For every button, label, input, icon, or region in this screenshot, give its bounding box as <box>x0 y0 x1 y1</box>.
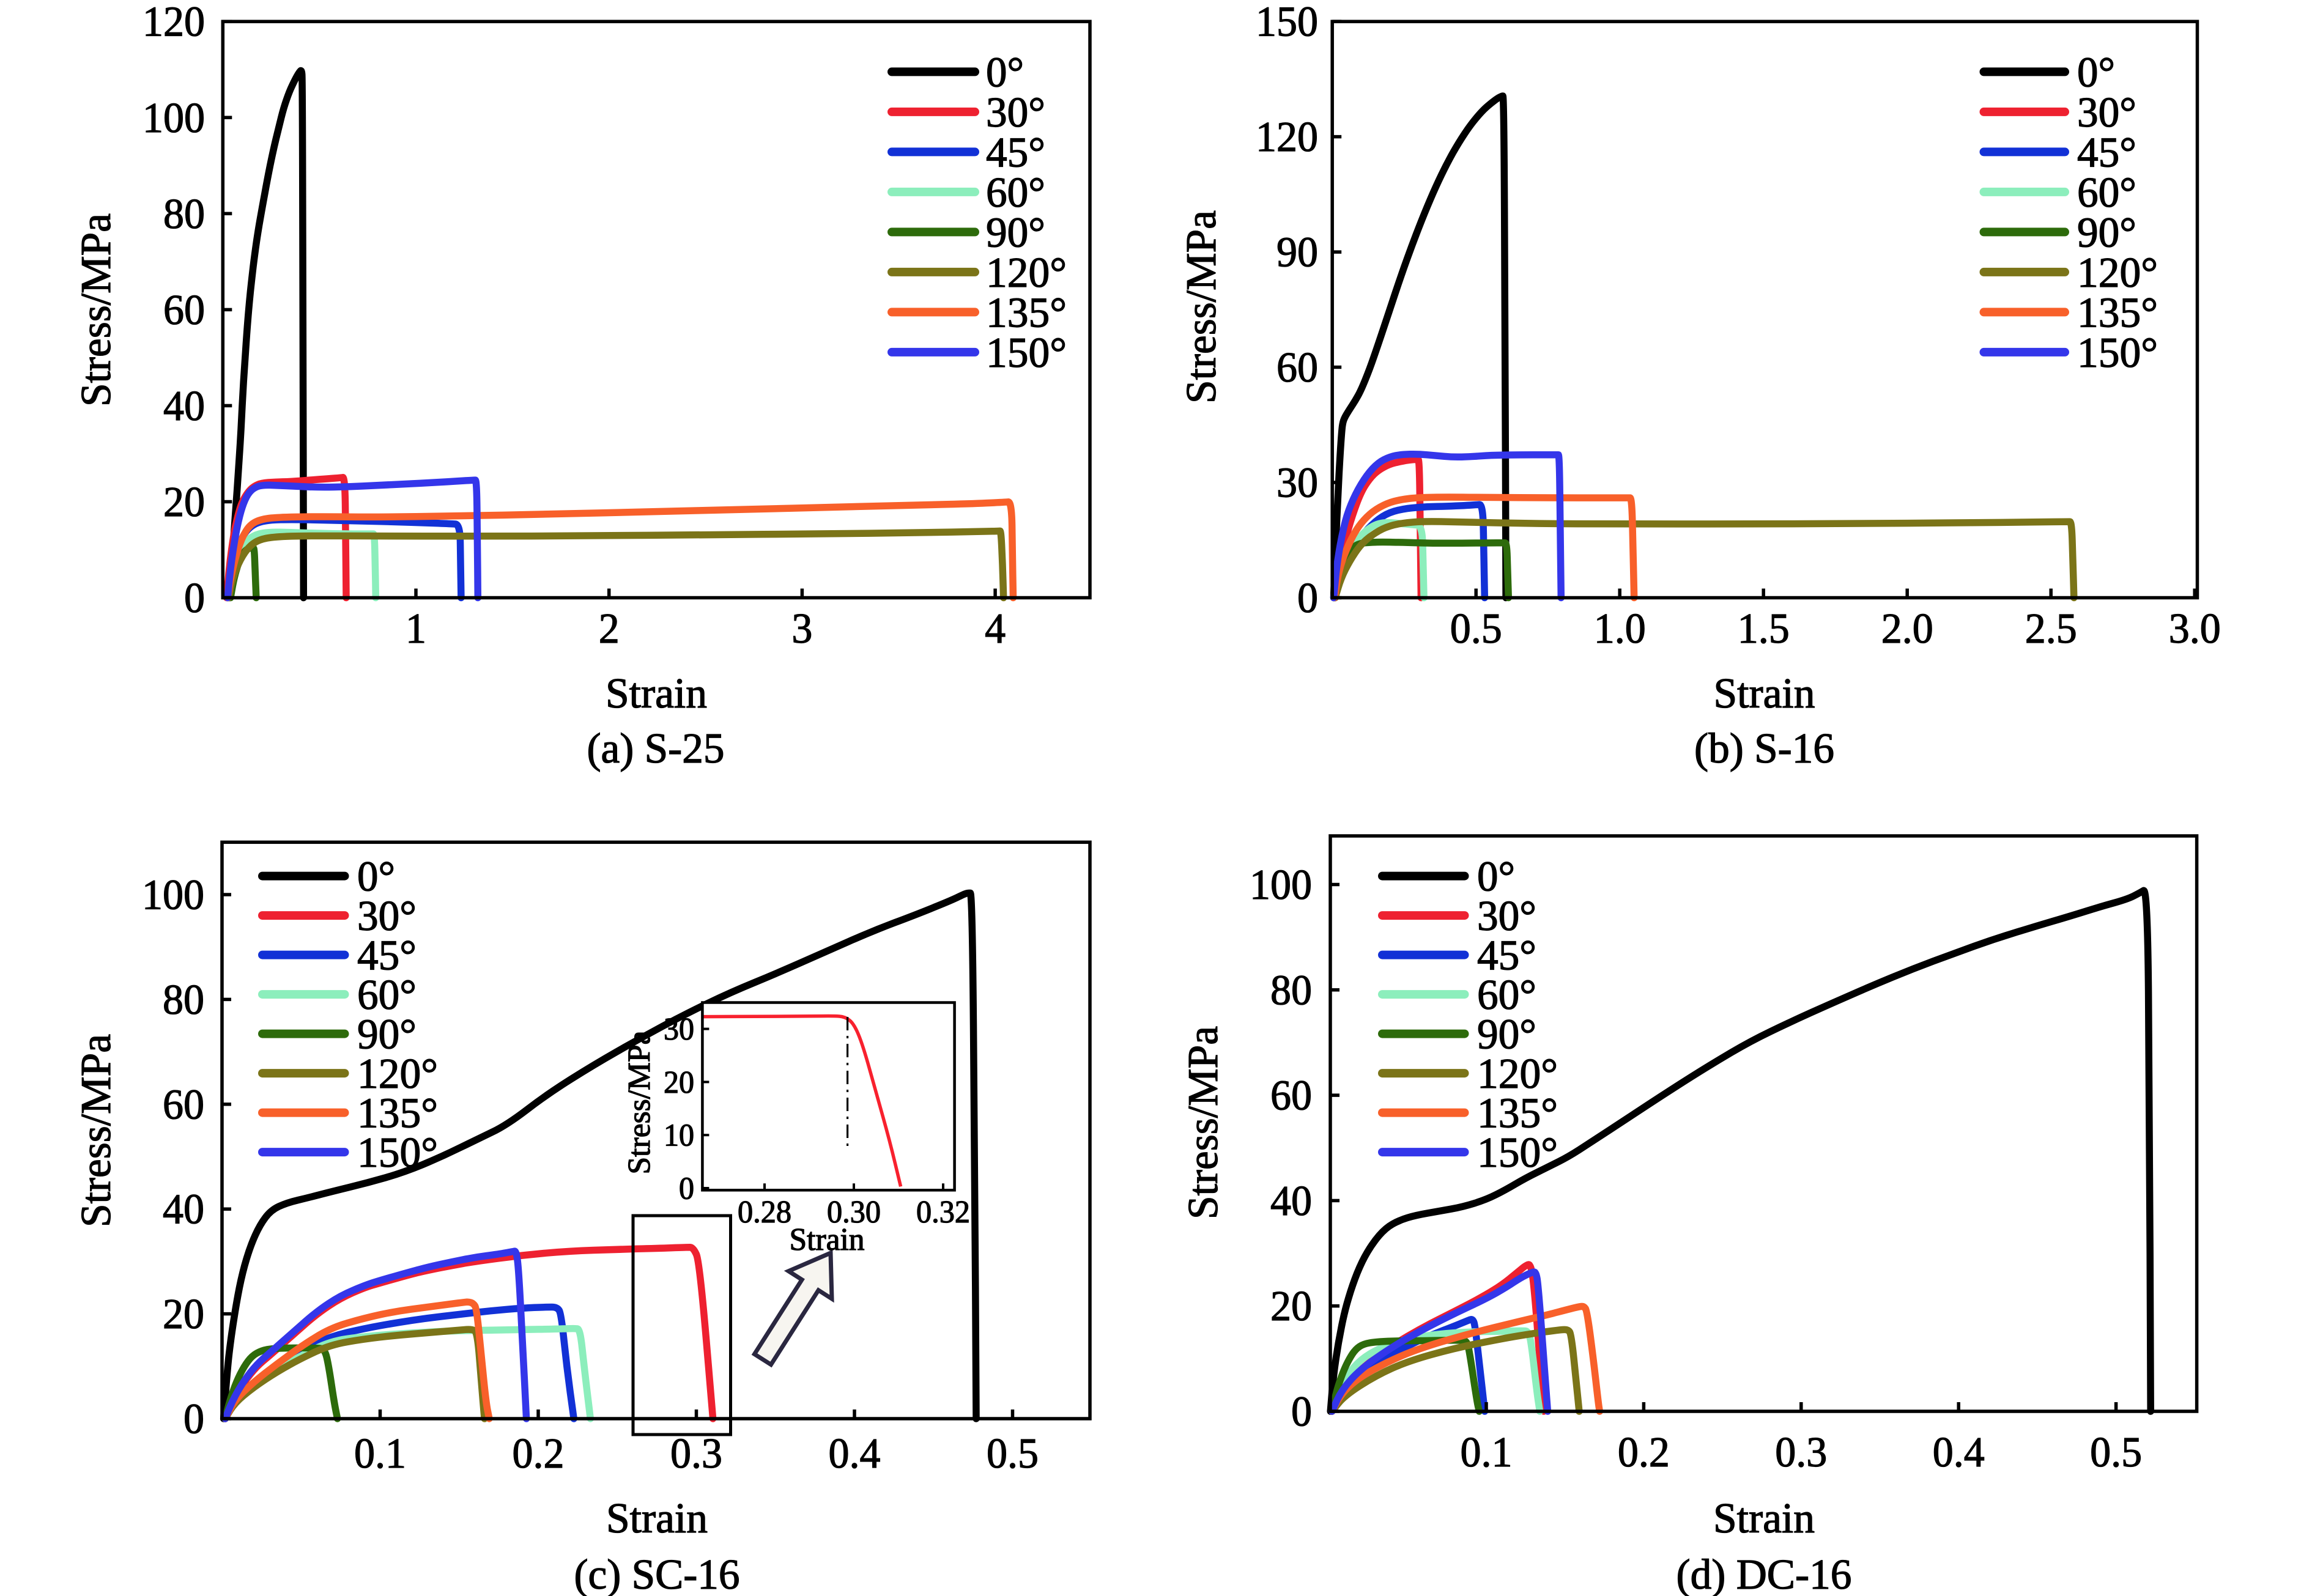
svg-text:30°: 30° <box>986 89 1045 136</box>
svg-text:40: 40 <box>1270 1178 1312 1225</box>
svg-text:100: 100 <box>142 872 204 919</box>
svg-text:20: 20 <box>1270 1283 1312 1330</box>
svg-text:Strain: Strain <box>1713 1495 1815 1542</box>
svg-text:3: 3 <box>791 605 812 652</box>
svg-text:120°: 120° <box>986 249 1067 297</box>
svg-text:60: 60 <box>1270 1073 1312 1120</box>
svg-text:2.0: 2.0 <box>1881 605 1933 652</box>
svg-text:150°: 150° <box>986 330 1067 377</box>
svg-text:(a) S-25: (a) S-25 <box>587 725 725 772</box>
svg-text:30°: 30° <box>357 893 417 940</box>
svg-text:0: 0 <box>679 1172 694 1206</box>
svg-text:3.0: 3.0 <box>2169 605 2221 652</box>
svg-text:0°: 0° <box>2077 49 2115 96</box>
svg-text:60°: 60° <box>357 972 417 1019</box>
svg-text:90°: 90° <box>986 209 1045 256</box>
svg-text:1: 1 <box>406 605 426 652</box>
svg-text:60: 60 <box>1276 344 1318 391</box>
svg-text:135°: 135° <box>1477 1090 1558 1137</box>
svg-text:40: 40 <box>163 383 205 430</box>
svg-text:0: 0 <box>1297 575 1318 622</box>
svg-text:30°: 30° <box>1477 893 1536 940</box>
svg-text:90: 90 <box>1276 229 1318 276</box>
svg-text:0.3: 0.3 <box>670 1430 722 1477</box>
svg-text:0.2: 0.2 <box>1618 1429 1670 1476</box>
svg-text:30: 30 <box>1276 460 1318 507</box>
svg-text:0.5: 0.5 <box>2090 1429 2142 1476</box>
svg-text:4: 4 <box>985 605 1006 652</box>
svg-text:0.1: 0.1 <box>354 1430 406 1477</box>
svg-text:0.5: 0.5 <box>987 1430 1039 1477</box>
svg-text:0.2: 0.2 <box>513 1430 565 1477</box>
svg-text:40: 40 <box>163 1186 204 1233</box>
svg-text:30°: 30° <box>2077 89 2136 136</box>
svg-text:0.32: 0.32 <box>916 1195 970 1230</box>
svg-text:60°: 60° <box>1477 972 1536 1019</box>
svg-text:Strain: Strain <box>1714 670 1815 717</box>
svg-text:0°: 0° <box>357 854 395 901</box>
svg-text:0.4: 0.4 <box>1933 1429 1985 1476</box>
svg-text:1.0: 1.0 <box>1594 605 1646 652</box>
svg-text:(d) DC-16: (d) DC-16 <box>1677 1551 1852 1596</box>
svg-text:0: 0 <box>184 575 205 622</box>
svg-text:0.1: 0.1 <box>1461 1429 1513 1476</box>
svg-text:80: 80 <box>1270 967 1312 1014</box>
svg-text:Stress/MPa: Stress/MPa <box>1178 210 1225 404</box>
svg-text:1.5: 1.5 <box>1738 605 1790 652</box>
svg-text:90°: 90° <box>2077 209 2136 256</box>
svg-text:10: 10 <box>664 1118 694 1153</box>
svg-text:45°: 45° <box>357 933 417 980</box>
svg-text:100: 100 <box>1250 862 1312 909</box>
svg-text:45°: 45° <box>1477 933 1536 980</box>
svg-text:0.4: 0.4 <box>829 1430 881 1477</box>
svg-text:20: 20 <box>163 1291 204 1338</box>
svg-text:(b) S-16: (b) S-16 <box>1694 725 1834 772</box>
svg-text:135°: 135° <box>986 289 1067 336</box>
svg-text:Stress/MPa: Stress/MPa <box>73 213 120 407</box>
svg-text:20: 20 <box>664 1065 694 1100</box>
svg-text:60: 60 <box>163 287 205 334</box>
svg-text:Strain: Strain <box>606 670 707 717</box>
svg-text:80: 80 <box>163 977 204 1024</box>
svg-text:90°: 90° <box>1477 1011 1536 1058</box>
svg-text:0.30: 0.30 <box>827 1195 881 1230</box>
svg-text:135°: 135° <box>357 1090 438 1137</box>
svg-text:120: 120 <box>1256 114 1318 161</box>
svg-text:0°: 0° <box>1477 854 1515 901</box>
svg-text:150°: 150° <box>357 1129 438 1177</box>
svg-text:2: 2 <box>599 605 620 652</box>
svg-text:Strain: Strain <box>606 1495 708 1542</box>
svg-text:120°: 120° <box>1477 1051 1558 1098</box>
svg-text:150°: 150° <box>1477 1129 1558 1177</box>
svg-text:60°: 60° <box>2077 169 2136 216</box>
svg-text:90°: 90° <box>357 1011 417 1058</box>
svg-text:0.3: 0.3 <box>1775 1429 1827 1476</box>
svg-text:Stress/MPa: Stress/MPa <box>1180 1026 1227 1219</box>
svg-text:120°: 120° <box>357 1051 438 1098</box>
svg-text:60°: 60° <box>986 169 1045 216</box>
svg-text:80: 80 <box>163 191 205 238</box>
svg-text:0: 0 <box>183 1396 204 1443</box>
svg-text:135°: 135° <box>2077 289 2158 336</box>
svg-text:0.5: 0.5 <box>1450 605 1502 652</box>
svg-text:120°: 120° <box>2077 249 2158 297</box>
svg-text:45°: 45° <box>986 129 1045 176</box>
svg-text:20: 20 <box>163 479 205 526</box>
svg-text:120: 120 <box>143 0 205 46</box>
svg-text:30: 30 <box>664 1012 694 1047</box>
svg-text:0°: 0° <box>986 49 1024 96</box>
svg-text:45°: 45° <box>2077 129 2136 176</box>
svg-text:Stress/MPa: Stress/MPa <box>622 1031 657 1175</box>
svg-text:Strain: Strain <box>790 1222 865 1257</box>
svg-text:(c) SC-16: (c) SC-16 <box>574 1551 740 1596</box>
svg-text:2.5: 2.5 <box>2025 605 2077 652</box>
svg-text:100: 100 <box>143 95 205 142</box>
svg-text:Stress/MPa: Stress/MPa <box>73 1034 120 1227</box>
svg-text:150°: 150° <box>2077 330 2158 377</box>
svg-text:0: 0 <box>1291 1389 1312 1436</box>
svg-text:60: 60 <box>163 1081 204 1128</box>
svg-text:0.28: 0.28 <box>738 1195 791 1230</box>
svg-text:150: 150 <box>1256 0 1318 46</box>
